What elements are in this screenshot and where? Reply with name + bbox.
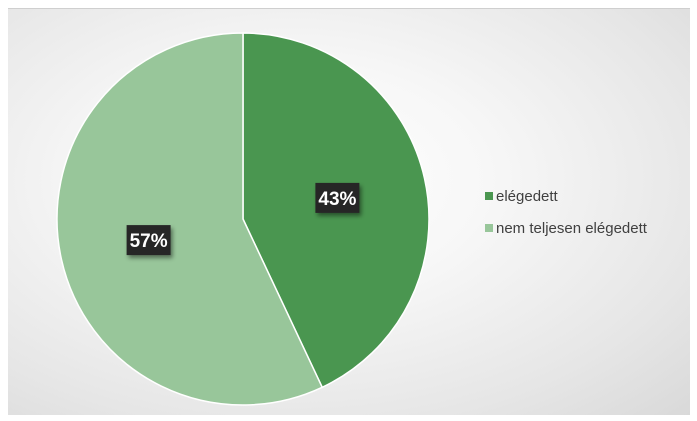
legend-swatch bbox=[485, 224, 493, 232]
legend-label: elégedett bbox=[496, 188, 559, 205]
data-label-box bbox=[315, 182, 360, 213]
data-label-box bbox=[126, 225, 171, 256]
legend-item-0: elégedett bbox=[485, 188, 559, 205]
legend-item-1: nem teljesen elégedett bbox=[485, 220, 648, 237]
chart-area: 43% 57% elégedett nem teljesen elégedett bbox=[8, 8, 690, 415]
pie-slice-1 bbox=[56, 32, 324, 406]
data-label-0: 43% bbox=[315, 182, 360, 213]
data-label-1: 57% bbox=[126, 225, 171, 256]
legend-swatch bbox=[485, 192, 493, 200]
data-label-text: 57% bbox=[130, 231, 168, 252]
legend-label: nem teljesen elégedett bbox=[496, 220, 648, 237]
data-label-text: 43% bbox=[318, 189, 356, 210]
pie-chart: 43% 57% elégedett nem teljesen elégedett bbox=[56, 32, 648, 406]
